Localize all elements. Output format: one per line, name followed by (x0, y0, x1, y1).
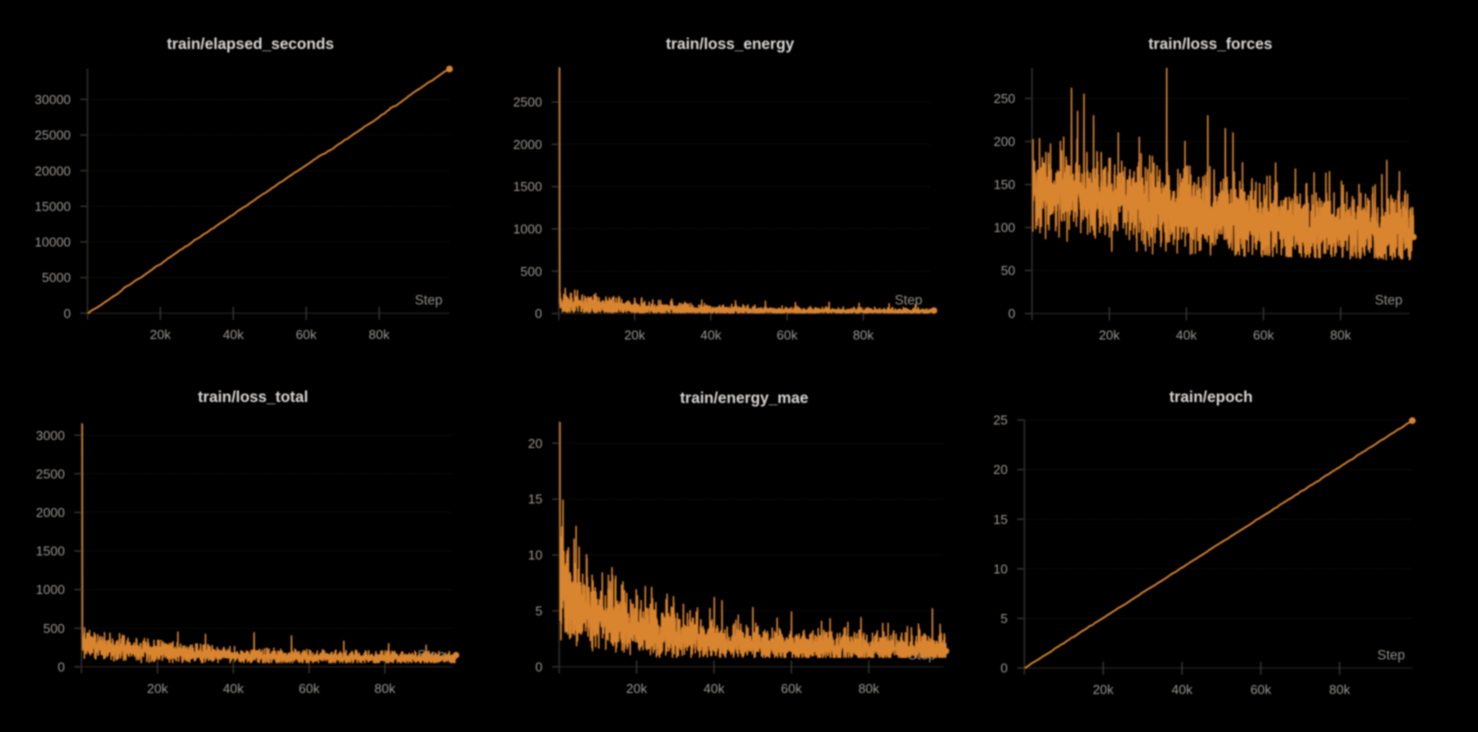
svg-text:60k: 60k (777, 328, 798, 343)
svg-text:train/epoch: train/epoch (1169, 389, 1253, 406)
svg-text:80k: 80k (1330, 328, 1351, 343)
svg-text:20: 20 (528, 436, 542, 451)
svg-text:60k: 60k (299, 681, 320, 696)
svg-text:20k: 20k (624, 328, 645, 343)
svg-text:150: 150 (994, 177, 1016, 192)
svg-text:500: 500 (43, 621, 65, 636)
svg-text:250: 250 (994, 91, 1016, 106)
svg-text:Step: Step (1377, 647, 1405, 662)
svg-text:40k: 40k (704, 681, 725, 696)
svg-text:15000: 15000 (35, 199, 71, 214)
svg-text:25: 25 (993, 413, 1007, 428)
svg-text:20k: 20k (1093, 682, 1114, 697)
svg-text:0: 0 (1008, 306, 1015, 321)
svg-text:1500: 1500 (513, 179, 542, 194)
svg-text:80k: 80k (369, 327, 390, 342)
svg-text:100: 100 (994, 220, 1016, 235)
svg-text:train/energy_mae: train/energy_mae (680, 390, 809, 407)
svg-text:train/elapsed_seconds: train/elapsed_seconds (167, 36, 334, 53)
svg-text:Step: Step (415, 292, 443, 307)
svg-text:train/loss_energy: train/loss_energy (666, 36, 795, 53)
svg-text:60k: 60k (1250, 682, 1271, 697)
svg-text:train/loss_forces: train/loss_forces (1148, 36, 1272, 53)
svg-text:2000: 2000 (36, 505, 65, 520)
svg-text:15: 15 (993, 512, 1007, 527)
svg-text:60k: 60k (296, 327, 317, 342)
svg-text:30000: 30000 (35, 92, 71, 107)
svg-text:0: 0 (64, 306, 71, 321)
svg-text:10: 10 (528, 548, 542, 563)
svg-text:40k: 40k (223, 327, 244, 342)
svg-text:15: 15 (528, 492, 542, 507)
svg-text:Step: Step (1375, 292, 1403, 307)
svg-text:2500: 2500 (513, 95, 542, 110)
svg-text:40k: 40k (700, 328, 721, 343)
svg-text:200: 200 (994, 134, 1016, 149)
svg-text:1500: 1500 (36, 544, 65, 559)
svg-text:20k: 20k (147, 681, 168, 696)
svg-text:20k: 20k (626, 681, 647, 696)
svg-text:5: 5 (1000, 611, 1007, 626)
svg-text:2000: 2000 (513, 137, 542, 152)
svg-text:0: 0 (535, 659, 542, 674)
svg-text:80k: 80k (853, 328, 874, 343)
svg-text:3000: 3000 (36, 428, 65, 443)
svg-text:80k: 80k (1329, 682, 1350, 697)
svg-text:10: 10 (993, 561, 1007, 576)
svg-text:2500: 2500 (36, 466, 65, 481)
svg-text:0: 0 (1000, 661, 1007, 676)
svg-text:20000: 20000 (35, 163, 71, 178)
svg-text:0: 0 (58, 659, 65, 674)
svg-text:train/loss_total: train/loss_total (198, 389, 308, 406)
svg-text:500: 500 (520, 264, 542, 279)
svg-text:20: 20 (993, 462, 1007, 477)
svg-text:20k: 20k (150, 327, 171, 342)
svg-text:10000: 10000 (35, 235, 71, 250)
svg-text:80k: 80k (374, 681, 395, 696)
svg-text:40k: 40k (1172, 682, 1193, 697)
svg-text:50: 50 (1001, 263, 1015, 278)
svg-text:1000: 1000 (513, 222, 542, 237)
svg-text:Step: Step (895, 292, 923, 307)
svg-text:40k: 40k (223, 681, 244, 696)
svg-text:0: 0 (535, 306, 542, 321)
svg-text:5: 5 (535, 604, 542, 619)
svg-text:80k: 80k (858, 681, 879, 696)
svg-text:60k: 60k (781, 681, 802, 696)
svg-text:60k: 60k (1253, 328, 1274, 343)
svg-text:5000: 5000 (42, 270, 71, 285)
svg-text:40k: 40k (1176, 328, 1197, 343)
svg-text:1000: 1000 (36, 582, 65, 597)
svg-text:20k: 20k (1099, 328, 1120, 343)
svg-text:25000: 25000 (35, 128, 71, 143)
